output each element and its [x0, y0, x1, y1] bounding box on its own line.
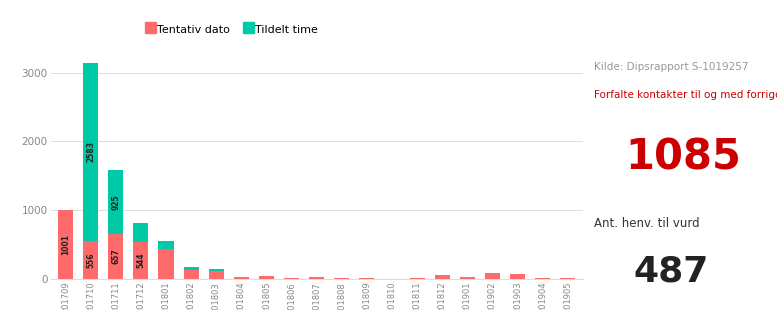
Bar: [510, 274, 525, 279]
Text: 487: 487: [633, 254, 709, 288]
Legend: Tentativ dato, Tildelt time: Tentativ dato, Tildelt time: [145, 25, 319, 35]
Bar: [134, 241, 148, 279]
Text: 1001: 1001: [61, 234, 70, 255]
Text: Planlagte kontakter (tildelt/tentativ time): Planlagte kontakter (tildelt/tentativ ti…: [6, 17, 466, 36]
Bar: [209, 269, 224, 272]
Bar: [209, 272, 224, 279]
Text: 544: 544: [137, 252, 145, 268]
Bar: [108, 170, 124, 234]
Bar: [409, 278, 424, 279]
Bar: [183, 267, 199, 270]
Text: Forfalte kontakter til og med forrige mnd.: Forfalte kontakter til og med forrige mn…: [594, 90, 777, 100]
Bar: [560, 278, 575, 279]
Bar: [434, 275, 450, 279]
Text: 657: 657: [111, 249, 120, 264]
Bar: [159, 250, 173, 279]
Bar: [485, 273, 500, 279]
Bar: [535, 278, 550, 279]
Bar: [58, 210, 73, 279]
Bar: [159, 241, 173, 250]
Bar: [234, 277, 249, 279]
Bar: [334, 278, 350, 279]
Bar: [359, 278, 375, 279]
Text: 925: 925: [111, 194, 120, 210]
Bar: [83, 241, 98, 279]
Bar: [460, 277, 475, 279]
Bar: [108, 234, 124, 279]
Text: Kilde: Dipsrapport S-1019257: Kilde: Dipsrapport S-1019257: [594, 62, 749, 72]
Text: 2583: 2583: [86, 141, 95, 162]
Bar: [284, 278, 299, 279]
Bar: [183, 270, 199, 279]
Text: Ant. henv. til vurd: Ant. henv. til vurd: [594, 217, 700, 230]
Bar: [259, 276, 274, 279]
Text: 556: 556: [86, 252, 95, 268]
Text: 1085: 1085: [625, 136, 741, 178]
Bar: [309, 277, 324, 279]
Bar: [134, 223, 148, 241]
Bar: [83, 63, 98, 241]
